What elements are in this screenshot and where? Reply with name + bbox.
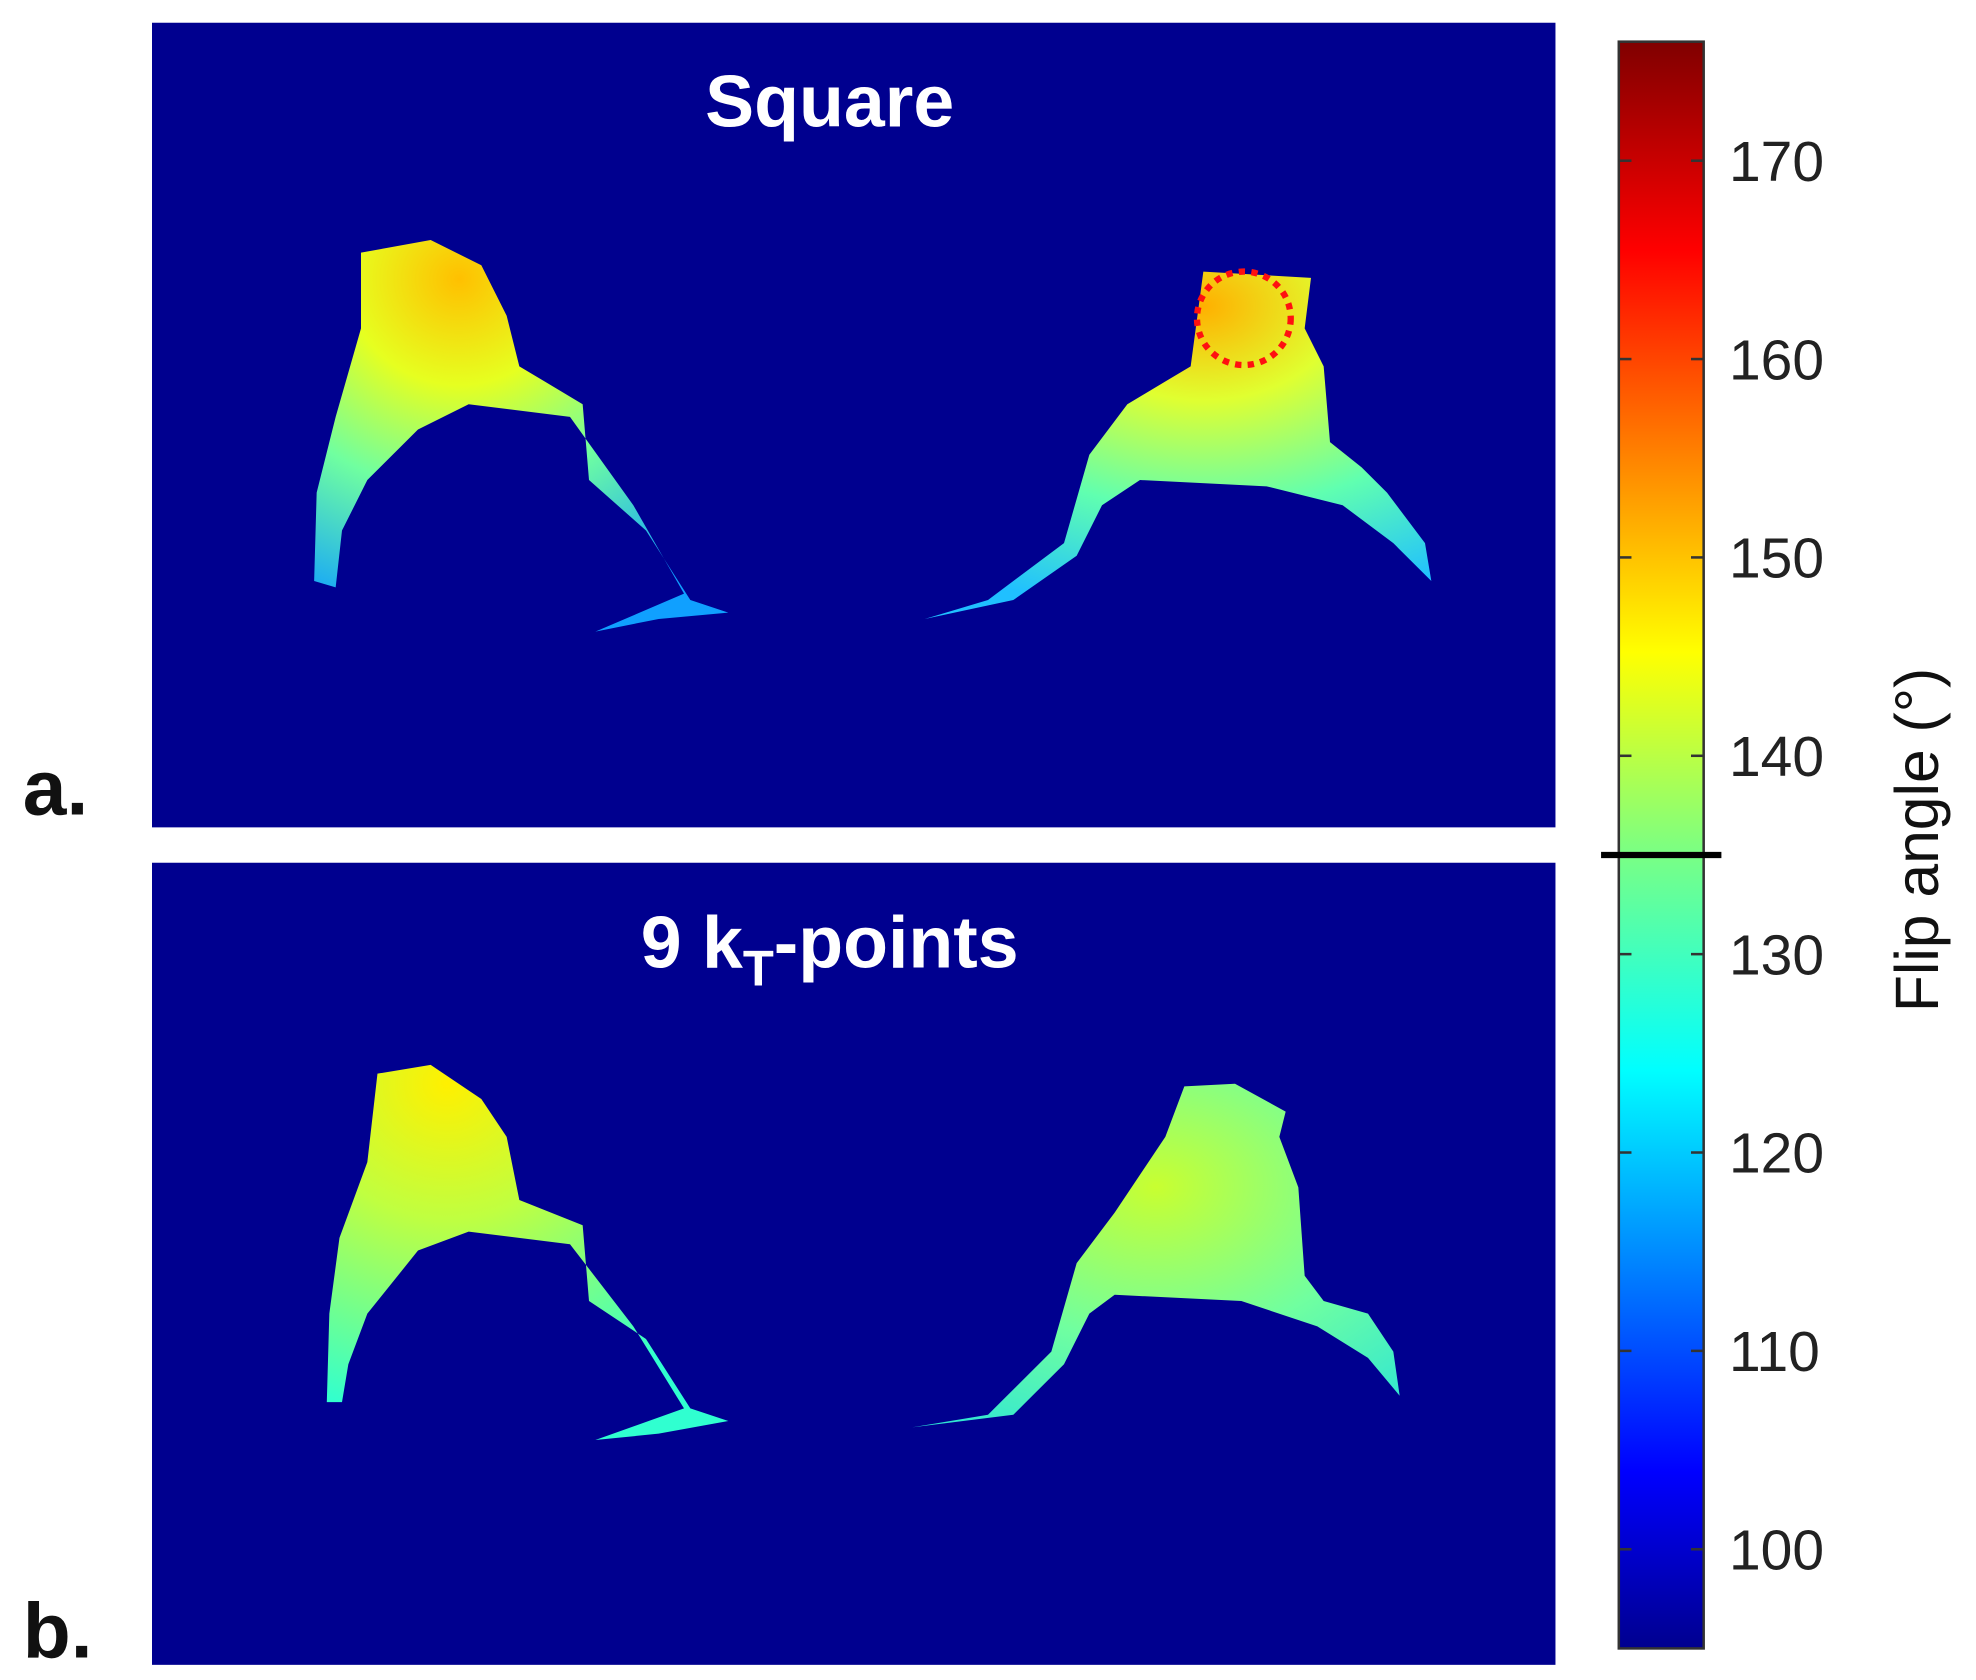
title-main: 9 k [641,902,743,984]
tick-label: 120 [1729,1122,1824,1186]
tick-label: 140 [1729,725,1824,789]
roi-circle [1193,268,1294,369]
panel-title: 9 kT-points [641,902,1019,997]
tick-label: 150 [1729,527,1824,591]
tissue-region [924,271,1432,619]
panel-title: Square [705,60,954,142]
tick-label: 100 [1729,1519,1824,1583]
tissue-region [314,240,729,632]
colorbar [1617,40,1705,1650]
tick-label: 110 [1729,1320,1820,1384]
tissue-region [326,1064,729,1440]
tick-label: 160 [1729,328,1824,392]
tick-label: 170 [1729,130,1824,194]
panel-label: b. [23,1586,93,1674]
title-suffix: -points [774,902,1019,984]
title-subscript: T [743,939,774,996]
panel-label: a. [23,744,88,832]
colorbar-label: Flip angle (°) [1883,668,1951,1012]
tissue-region [912,1083,1400,1428]
tick-label: 130 [1729,923,1824,987]
